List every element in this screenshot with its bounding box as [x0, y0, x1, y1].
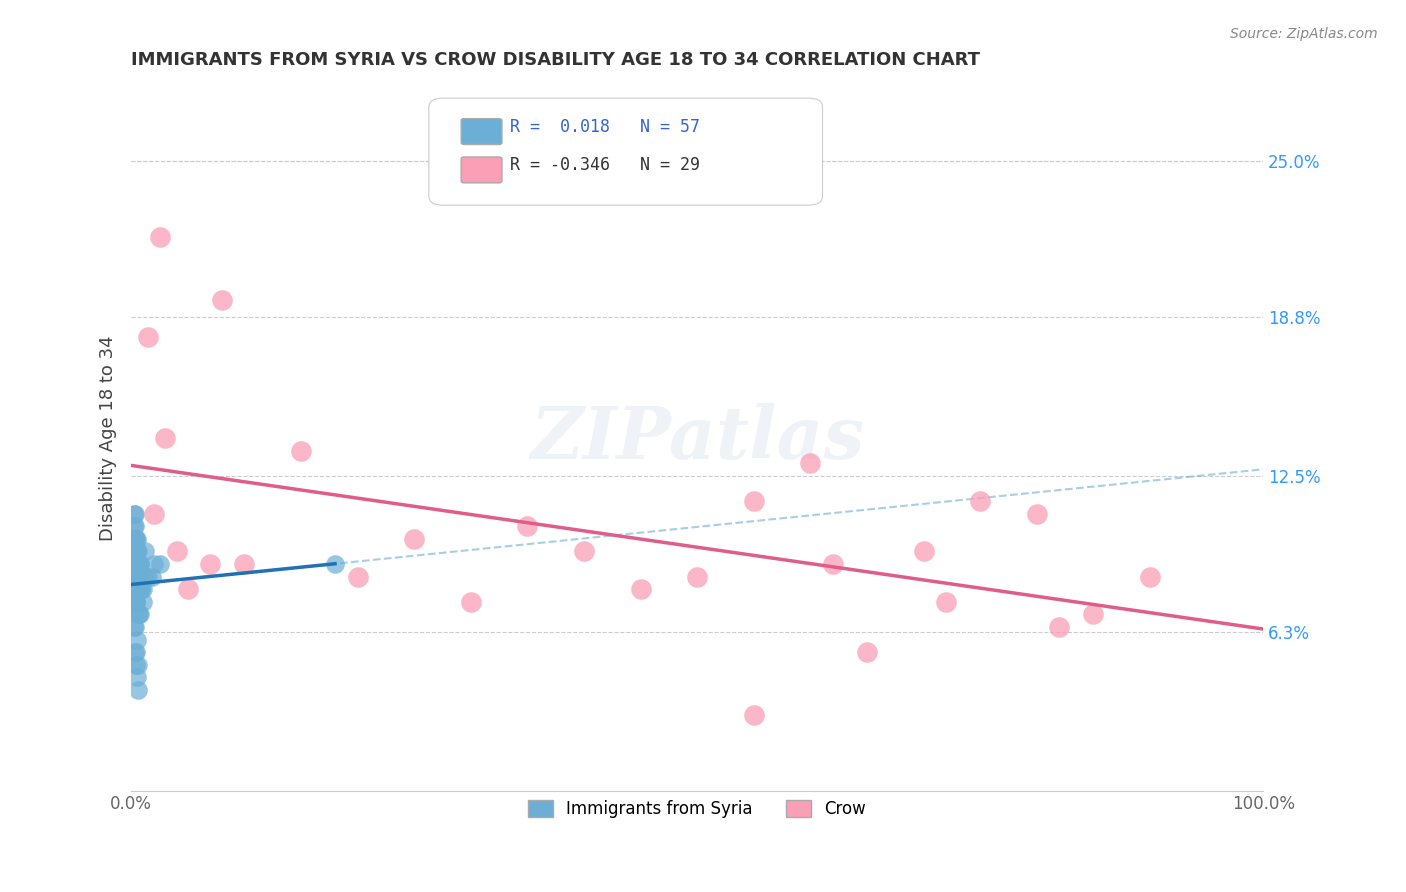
Point [122, 620, 145, 634]
Text: IMMIGRANTS FROM SYRIA VS CROW DISABILITY AGE 18 TO 34 CORRELATION CHART: IMMIGRANTS FROM SYRIA VS CROW DISABILITY… [131, 51, 980, 69]
Point [125, 569, 148, 583]
Legend: Immigrants from Syria, Crow: Immigrants from Syria, Crow [522, 793, 873, 824]
Point [127, 657, 149, 672]
Point [1025, 507, 1047, 521]
Point [128, 582, 150, 596]
Point [177, 582, 200, 596]
Point [823, 557, 845, 571]
Point [134, 569, 156, 583]
Point [131, 582, 153, 596]
Point [128, 607, 150, 622]
Point [935, 595, 957, 609]
Point [1139, 569, 1161, 583]
Point [148, 557, 170, 571]
Point [124, 645, 146, 659]
Point [742, 494, 765, 508]
Point [125, 632, 148, 647]
Point [1083, 607, 1105, 622]
Point [124, 595, 146, 609]
Point [131, 582, 153, 596]
Point [125, 595, 148, 609]
Text: R = -0.346   N = 29: R = -0.346 N = 29 [510, 156, 700, 174]
Point [124, 507, 146, 521]
Point [346, 569, 368, 583]
Point [134, 544, 156, 558]
Point [125, 582, 148, 596]
Point [129, 557, 152, 571]
Point [125, 595, 148, 609]
Point [127, 544, 149, 558]
Point [200, 557, 222, 571]
Text: ZIPatlas: ZIPatlas [530, 402, 865, 474]
Text: Source: ZipAtlas.com: Source: ZipAtlas.com [1230, 27, 1378, 41]
Point [404, 532, 426, 546]
Point [233, 557, 256, 571]
Point [742, 708, 765, 723]
Point [460, 595, 482, 609]
Point [125, 670, 148, 684]
Point [128, 569, 150, 583]
Point [125, 532, 148, 546]
Point [122, 507, 145, 521]
Point [125, 582, 148, 596]
Point [125, 595, 148, 609]
Point [125, 645, 148, 659]
Point [686, 569, 709, 583]
Point [122, 557, 145, 571]
Point [129, 607, 152, 622]
Point [856, 645, 879, 659]
Point [124, 582, 146, 596]
Point [142, 557, 165, 571]
Point [141, 569, 163, 583]
Point [131, 582, 153, 596]
Point [127, 569, 149, 583]
Point [799, 456, 821, 470]
Point [125, 532, 148, 546]
Point [136, 330, 159, 344]
Point [127, 682, 149, 697]
Point [124, 620, 146, 634]
Point [155, 431, 177, 445]
Point [124, 532, 146, 546]
Point [122, 532, 145, 546]
Point [129, 582, 152, 596]
Point [148, 229, 170, 244]
Point [131, 595, 153, 609]
Point [124, 532, 146, 546]
Point [121, 544, 143, 558]
Point [127, 607, 149, 622]
Point [125, 557, 148, 571]
Point [572, 544, 595, 558]
Point [122, 519, 145, 533]
Point [211, 293, 233, 307]
Point [125, 657, 148, 672]
Point [127, 557, 149, 571]
Point [1049, 620, 1071, 634]
Point [125, 544, 148, 558]
Point [128, 557, 150, 571]
Point [912, 544, 935, 558]
Point [127, 569, 149, 583]
Point [516, 519, 538, 533]
Point [122, 569, 145, 583]
Y-axis label: Disability Age 18 to 34: Disability Age 18 to 34 [100, 335, 117, 541]
Text: R =  0.018   N = 57: R = 0.018 N = 57 [510, 118, 700, 136]
Point [166, 544, 188, 558]
Point [142, 507, 165, 521]
Point [630, 582, 652, 596]
Point [290, 443, 312, 458]
Point [136, 569, 159, 583]
Point [124, 519, 146, 533]
Point [125, 569, 148, 583]
Point [129, 557, 152, 571]
Point [323, 557, 346, 571]
Point [125, 544, 148, 558]
Point [969, 494, 991, 508]
